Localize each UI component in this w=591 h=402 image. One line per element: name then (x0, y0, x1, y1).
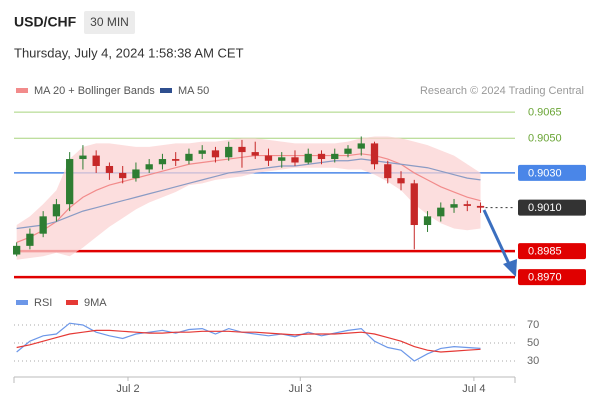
level-label-box (518, 199, 586, 216)
plot-layer: 0.9065 0.9050 0.9030 0.9010 0.8985 0.8970 MA 2… (13, 85, 586, 395)
legend-label: RSI (34, 297, 52, 309)
legend-swatch (66, 300, 78, 305)
candle-body (251, 152, 259, 156)
candle-body (450, 204, 458, 208)
candle-body (79, 155, 87, 160)
candle-body (410, 183, 418, 226)
candle-body (211, 150, 220, 158)
source: Research © 2024 Trading Central (420, 85, 584, 97)
y-tick-label: 30 (527, 355, 539, 367)
level-label: 0.9010 (528, 202, 562, 214)
moving-average (16, 153, 481, 243)
candle-body (278, 157, 286, 161)
projection-arrow-head (503, 259, 517, 277)
x-tick-label: Jul 4 (462, 383, 485, 395)
candle-body (304, 153, 312, 163)
legend-label: MA 20 + Bollinger Bands (34, 85, 155, 97)
level-label-box (518, 164, 586, 181)
candle-body (132, 169, 140, 179)
candle-body (145, 164, 153, 170)
candle-body (158, 159, 167, 165)
bollinger-band (16, 136, 481, 260)
timeframe: 30 MIN (90, 15, 129, 29)
legend-label: 9MA (84, 297, 107, 309)
indicator-line (16, 329, 481, 353)
symbol-title: USD/CHF (14, 14, 77, 30)
candle-body (39, 216, 47, 234)
candle-body (225, 146, 233, 158)
projection-arrow (482, 209, 512, 267)
candle-body (357, 143, 365, 149)
candle-body (66, 159, 74, 205)
candle-body (26, 233, 34, 246)
level-label: 0.8970 (528, 272, 562, 284)
candle-body (384, 164, 392, 179)
candle-body (463, 204, 471, 206)
legend-label: MA 50 (178, 85, 209, 97)
level-label: 0.9050 (528, 133, 562, 145)
candle-body (476, 205, 485, 208)
candle-body (92, 155, 100, 166)
candle-body (52, 204, 61, 217)
level-label: 0.9065 (528, 107, 562, 119)
candle-body (13, 245, 21, 255)
level-label: 0.8985 (528, 245, 562, 257)
x-tick-label: Jul 3 (289, 383, 312, 395)
candle-body (264, 155, 273, 161)
candle-body (370, 143, 379, 165)
level-label-box (518, 243, 586, 260)
timeframe-box (84, 11, 135, 34)
candle-body (317, 153, 326, 160)
candle-body (238, 146, 246, 153)
candle-body (185, 153, 193, 161)
legend-swatch (16, 88, 28, 93)
candle-body (291, 157, 299, 163)
legend-swatch (160, 88, 172, 93)
y-tick-label: 50 (527, 337, 539, 349)
candle-body (397, 178, 405, 184)
candle-body (119, 172, 127, 179)
candle-body (437, 207, 445, 217)
moving-average (16, 158, 481, 230)
candle-body (331, 153, 339, 160)
level-label-box (518, 269, 586, 286)
candle-body (198, 150, 206, 154)
level-label: 0.9030 (528, 167, 562, 179)
legend-swatch (16, 300, 28, 305)
candle-body (105, 165, 114, 173)
candle-body (344, 148, 352, 154)
y-tick-label: 70 (527, 319, 539, 331)
candle-body (423, 216, 432, 226)
candle-body (172, 159, 180, 161)
x-tick-label: Jul 2 (116, 383, 139, 395)
timestamp: Thursday, July 4, 2024 1:58:38 AM CET (14, 45, 244, 60)
